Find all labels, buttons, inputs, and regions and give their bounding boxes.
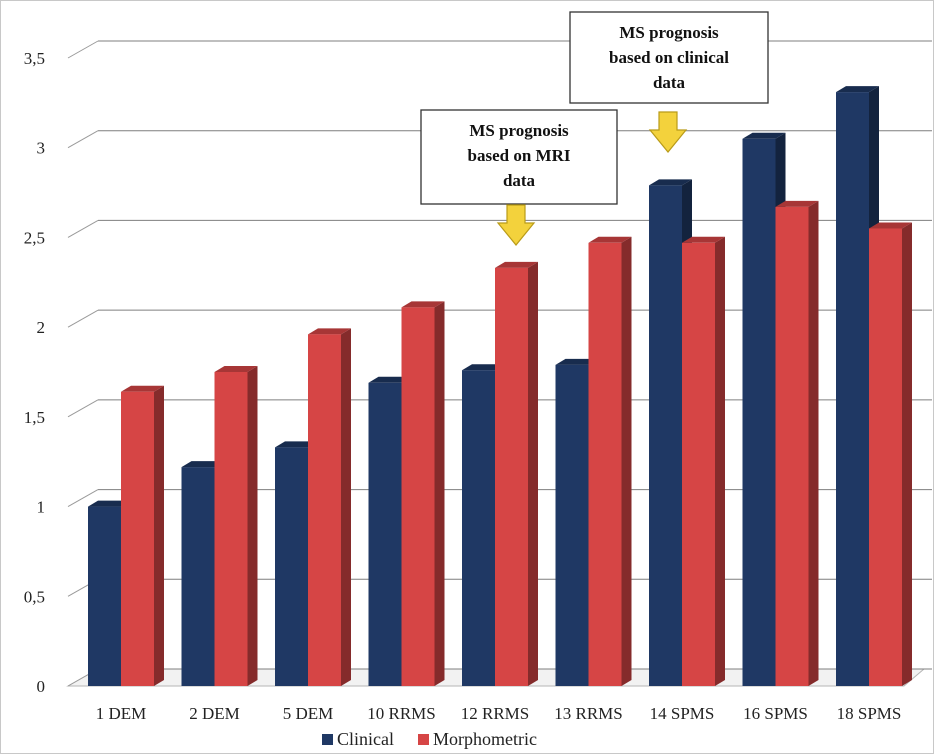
bar-top-morphometric [495,261,538,268]
x-tick-label: 13 RRMS [554,704,623,723]
bar-side-morphometric [341,328,351,686]
x-tick-label: 16 SPMS [743,704,808,723]
y-tick-label: 0 [37,677,46,696]
gridline-diagonal [67,130,99,149]
y-tick-label: 3 [37,139,46,158]
bar-morphometric [308,334,341,686]
bar-top-clinical [275,441,318,448]
x-tick-label: 1 DEM [96,704,147,723]
bar-clinical [742,138,776,686]
bar-clinical [836,92,869,686]
x-tick-label: 14 SPMS [650,704,715,723]
y-tick-label: 2,5 [24,228,45,247]
bar-clinical [88,506,121,686]
bar-morphometric [869,228,902,686]
bar-top-morphometric [775,200,819,207]
bar-clinical [462,370,495,686]
y-tick-label: 2 [37,318,46,337]
x-tick-label: 2 DEM [189,704,240,723]
annotation-box [569,11,769,104]
bar-side-morphometric [247,366,258,686]
bar-side-morphometric [154,385,164,686]
bar-top-morphometric [121,385,164,392]
bar-side-morphometric [808,200,819,686]
legend-swatch-clinical [322,734,333,745]
bar-top-morphometric [214,366,258,372]
bar-top-clinical [555,358,599,365]
y-tick-label: 1,5 [24,408,45,427]
bar-top-clinical [649,179,692,186]
legend-item-clinical: Clinical [322,729,394,750]
bar-clinical [181,467,215,686]
annotation-text: MS prognosis [619,23,719,42]
bar-morphometric [121,391,154,686]
bar-top-clinical [181,461,225,468]
bar-side-morphometric [621,236,632,686]
y-tick-label: 0,5 [24,587,45,606]
bar-side-morphometric [528,261,538,686]
down-arrow-icon [648,111,688,153]
legend-label-morphometric: Morphometric [433,729,537,749]
legend-swatch-morphometric [418,734,429,745]
annotation-text: data [653,73,686,92]
annotation-text: data [503,171,536,190]
bar-top-morphometric [308,328,351,335]
bar-top-clinical [462,364,505,371]
gridline-diagonal [67,219,99,238]
bar-clinical [275,447,308,686]
bar-clinical [555,364,589,686]
legend: Clinical Morphometric [322,729,537,750]
annotation-text: based on MRI [468,146,571,165]
y-tick-label: 3,5 [24,49,45,68]
bar-morphometric [682,242,715,686]
bar-top-morphometric [682,236,725,243]
bar-morphometric [775,206,809,686]
bar-side-morphometric [715,236,725,686]
bar-side-morphometric [434,301,445,686]
bar-top-clinical [88,500,131,507]
legend-item-morphometric: Morphometric [418,729,537,750]
bar-top-clinical [368,376,412,383]
y-tick-label: 1 [37,498,46,517]
bar-morphometric [401,307,435,686]
x-tick-label: 5 DEM [283,704,334,723]
down-arrow-icon [496,204,536,246]
bar-top-clinical [836,86,879,93]
bar-top-clinical [742,132,786,139]
annotation-text: MS prognosis [469,121,569,140]
bar-clinical [649,185,682,686]
bar-top-morphometric [401,301,445,308]
annotation-text: based on clinical [609,48,729,67]
gridline-diagonal [67,309,99,328]
bar-morphometric [588,242,622,686]
bar-top-morphometric [588,236,632,243]
bar-clinical [368,382,402,686]
bar-morphometric [495,267,528,686]
bar-side-morphometric [902,222,912,686]
x-tick-label: 12 RRMS [461,704,530,723]
x-tick-label: 18 SPMS [837,704,902,723]
bar-morphometric [214,372,248,686]
annotation-box [420,109,618,205]
x-tick-label: 10 RRMS [367,704,436,723]
bar-top-morphometric [869,222,912,229]
gridline-diagonal [67,399,99,418]
legend-label-clinical: Clinical [337,729,394,749]
gridline-diagonal [67,489,99,508]
gridline-diagonal [67,40,99,59]
